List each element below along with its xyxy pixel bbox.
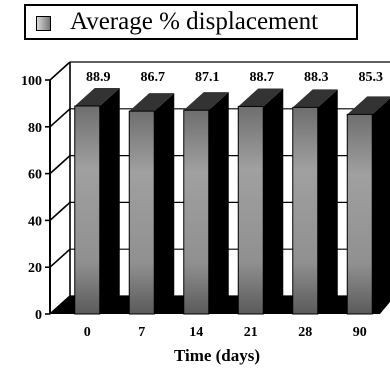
x-tick-label: 28	[298, 325, 312, 340]
bar	[128, 110, 155, 315]
y-tick-label: 20	[28, 261, 42, 276]
bar-side	[154, 93, 175, 314]
data-label: 85.3	[359, 70, 384, 85]
bar	[346, 113, 373, 315]
gridline-diagonal	[49, 248, 71, 268]
bar	[183, 109, 210, 315]
x-axis-title: Time (days)	[174, 346, 260, 365]
x-tick-label: 14	[189, 325, 203, 340]
data-label: 87.1	[195, 70, 220, 85]
gridline-diagonal	[49, 155, 71, 175]
bar-top	[129, 93, 175, 112]
bar-top	[292, 89, 338, 108]
y-axis	[45, 79, 51, 315]
bar-side	[317, 89, 338, 315]
bar-top	[347, 96, 390, 115]
legend-swatch	[36, 16, 51, 31]
bar-layer	[74, 87, 390, 315]
x-tick-label: 21	[244, 325, 258, 340]
bar-top	[238, 88, 284, 107]
x-tick-label: 7	[138, 325, 145, 340]
bar	[237, 105, 264, 315]
y-tick-label: 100	[21, 74, 42, 89]
gridline-diagonal	[49, 108, 71, 128]
grid-layer	[49, 61, 390, 315]
x-tick-label: 0	[84, 325, 91, 340]
bar-side	[99, 87, 120, 314]
gridline-diagonal	[49, 61, 71, 81]
bar	[74, 105, 101, 315]
bar-side	[263, 88, 284, 314]
label-layer: 0 20 40 60 80 100 88.9 0 86.7 7 87.1 14 88.7 21 88.3 28…	[21, 70, 383, 365]
data-label: 88.9	[86, 70, 111, 85]
x-tick-label: 90	[353, 325, 367, 340]
bar	[292, 106, 319, 315]
y-tick-label: 60	[28, 168, 42, 183]
bar-side	[372, 98, 390, 314]
legend-label: Average % displacement	[70, 8, 319, 35]
bar-top	[183, 92, 229, 111]
bar-side	[208, 92, 229, 314]
data-label: 86.7	[141, 70, 166, 85]
chart-legend: Average % displacement	[24, 4, 358, 40]
y-tick-label: 40	[28, 214, 42, 229]
y-tick-label: 80	[28, 121, 42, 136]
data-label: 88.7	[250, 70, 275, 85]
data-label: 88.3	[304, 70, 329, 85]
gridline-diagonal	[49, 201, 71, 221]
bar-top	[74, 87, 120, 106]
y-tick-label: 0	[35, 308, 42, 323]
